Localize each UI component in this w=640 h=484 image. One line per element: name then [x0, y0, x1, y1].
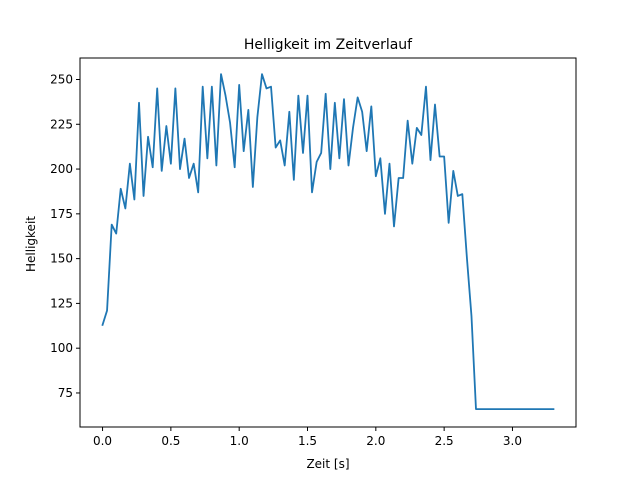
x-axis-label: Zeit [s] — [306, 457, 349, 471]
y-tick-label: 100 — [50, 341, 73, 355]
y-tick-label: 225 — [50, 117, 73, 131]
y-axis-label: Helligkeit — [24, 216, 38, 272]
y-tick-label: 125 — [50, 296, 73, 310]
x-tick-label: 0.5 — [161, 434, 180, 448]
y-tick-label: 150 — [50, 252, 73, 266]
axes-layer: 0.0 0.5 1.0 1.5 2.0 2.5 3.0 75 100 125 150 175 200 22… — [50, 57, 577, 448]
y-tick-label: 175 — [50, 207, 73, 221]
y-tick-label: 200 — [50, 162, 73, 176]
x-tick-label: 2.0 — [366, 434, 385, 448]
axes-frame — [79, 57, 577, 428]
chart-title: Helligkeit im Zeitverlauf — [244, 37, 413, 53]
x-tick-label: 1.5 — [298, 434, 317, 448]
x-tick-label: 2.5 — [435, 434, 454, 448]
y-tick-label: 250 — [50, 72, 73, 86]
x-tick-label: 3.0 — [503, 434, 522, 448]
x-tick-label: 1.0 — [230, 434, 249, 448]
series-line-0 — [101, 73, 555, 410]
plot-layer — [101, 73, 555, 410]
x-tick-label: 0.0 — [93, 434, 112, 448]
y-tick-label: 75 — [58, 386, 73, 400]
